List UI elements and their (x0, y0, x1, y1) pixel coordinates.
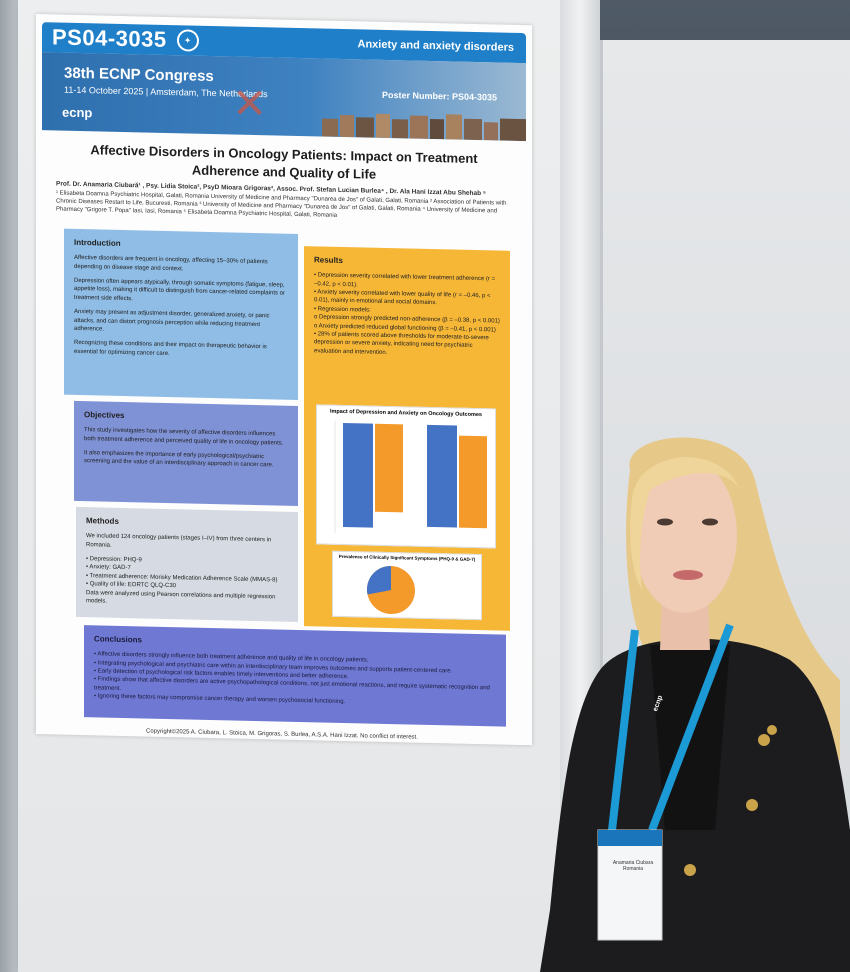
lips (673, 570, 703, 580)
pie-slice-symptoms (367, 566, 391, 595)
poster-code: PS04-3035 (52, 24, 167, 52)
objectives-heading: Objectives (84, 410, 125, 421)
impact-chart-plot (334, 420, 487, 533)
gold-button-4 (767, 725, 777, 735)
badge-name: Anamaria Ciubara (612, 860, 654, 866)
prevalence-chart-plot (367, 566, 415, 615)
methods-text-2: Data were analyzed using Pearson correla… (86, 589, 276, 605)
objectives-text-2: It also emphasizes the importance of ear… (84, 450, 274, 469)
introduction-heading: Introduction (74, 237, 121, 248)
results-heading: Results (314, 255, 343, 265)
bar-depression (343, 422, 373, 528)
lanyard-left (608, 629, 639, 831)
windmill-icon: ✕ (232, 79, 268, 128)
face (633, 457, 737, 613)
methods-text-1: We included 124 oncology patients (stage… (86, 533, 272, 549)
congress-header: 38th ECNP Congress 11-14 October 2025 | … (42, 52, 526, 142)
ecnp-logo: ecnp (62, 104, 93, 121)
methods-section: Methods We included 124 oncology patient… (76, 506, 298, 622)
introduction-text-1: Affective disorders are frequent in onco… (74, 255, 268, 272)
poster-topic: Anxiety and anxiety disorders (357, 38, 515, 54)
poster-authors-block: Prof. Dr. Anamaria Ciubară¹ , Psy. Lidia… (56, 180, 514, 223)
name-badge (597, 829, 663, 941)
award-seal-icon: ✦ (176, 29, 199, 52)
introduction-section: Introduction Affective disorders are fre… (64, 228, 298, 400)
impact-bar-chart: Impact of Depression and Anxiety on Onco… (316, 404, 496, 549)
results-item-6: • 28% of patients scored above threshold… (314, 331, 489, 356)
conclusions-heading: Conclusions (94, 634, 143, 645)
right-eye (702, 518, 718, 526)
congress-title: 38th ECNP Congress (64, 64, 214, 86)
methods-heading: Methods (86, 516, 119, 526)
gold-button-1 (758, 734, 770, 746)
conclusions-section: Conclusions • Affective disorders strong… (84, 625, 506, 727)
introduction-text-2: Depression often appears atypically, thr… (74, 277, 285, 302)
presenter-person (540, 437, 850, 972)
badge-country: Romania (622, 866, 643, 872)
bar-anxiety (375, 423, 403, 513)
prevalence-pie-chart: Prevalence of Clinically Significant Sym… (332, 550, 482, 621)
amsterdam-skyline-image (322, 113, 526, 142)
bar-anxiety-2 (459, 435, 487, 529)
poster: PS04-3035 ✦ Anxiety and anxiety disorder… (36, 14, 532, 746)
poster-title: Affective Disorders in Oncology Patients… (90, 142, 478, 182)
bar-depression-2 (427, 424, 457, 528)
left-eye (657, 518, 673, 526)
introduction-text-4: Recognizing these conditions and their i… (74, 340, 267, 357)
introduction-text-3: Anxiety may present as adjustment disord… (74, 309, 270, 333)
name-badge-header (598, 830, 662, 846)
objectives-text-1: This study investigates how the severity… (84, 427, 284, 447)
objectives-section: Objectives This study investigates how t… (74, 400, 298, 506)
name-badge-text: Anamaria Ciubara Romania (604, 860, 662, 872)
lanyard-right (648, 623, 734, 832)
gold-button-3 (684, 864, 696, 876)
gold-button-2 (746, 799, 758, 811)
poster-number: Poster Number: PS04-3035 (382, 89, 498, 103)
